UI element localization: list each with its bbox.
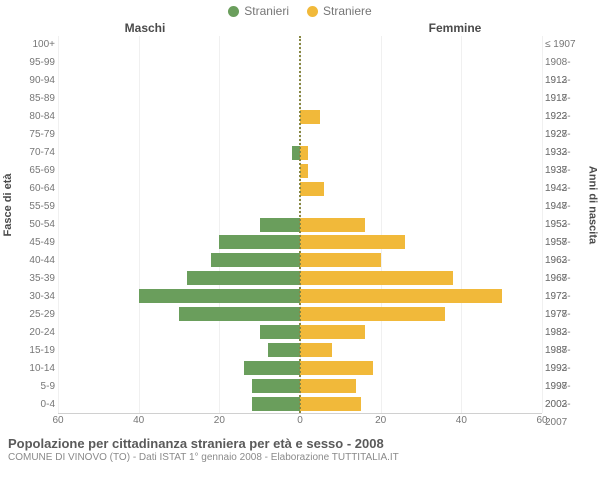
bar-male: [179, 307, 300, 321]
legend-swatch-male: [228, 6, 239, 17]
x-tick: 0: [297, 415, 303, 426]
y-tick-birth: 1918-1922: [542, 90, 594, 108]
bar-male: [268, 343, 300, 357]
y-tick-birth: 1933-1937: [542, 144, 594, 162]
bar-female: [300, 379, 356, 393]
bar-female: [300, 164, 308, 178]
y-tick-birth: 1993-1997: [542, 360, 594, 378]
y-tick-age: 100+: [6, 36, 58, 54]
y-tick-birth: 1978-1982: [542, 306, 594, 324]
y-tick-birth: 1983-1987: [542, 324, 594, 342]
bar-female: [300, 343, 332, 357]
bar-female: [300, 218, 365, 232]
bar-female: [300, 361, 373, 375]
y-tick-birth: ≤ 1907: [542, 36, 594, 54]
bar-male: [252, 379, 300, 393]
footer-subtitle: COMUNE DI VINOVO (TO) - Dati ISTAT 1° ge…: [8, 452, 592, 463]
x-tick: 60: [536, 415, 547, 426]
bar-female: [300, 253, 381, 267]
y-tick-birth: 2003-2007: [542, 396, 594, 414]
y-tick-age: 75-79: [6, 126, 58, 144]
x-tick: 20: [214, 415, 225, 426]
y-tick-age: 70-74: [6, 144, 58, 162]
y-tick-age: 0-4: [6, 396, 58, 414]
header-female: Femmine: [300, 21, 600, 35]
y-tick-age: 85-89: [6, 90, 58, 108]
center-divider: [299, 36, 301, 413]
legend-swatch-female: [307, 6, 318, 17]
y-tick-birth: 1973-1977: [542, 288, 594, 306]
x-axis: 60 40 20 0 20 40 60: [0, 414, 600, 430]
bars-female: [300, 36, 542, 413]
y-axis-title-left: Fasce di età: [2, 174, 14, 237]
legend-item-male: Stranieri: [228, 4, 289, 18]
y-tick-age: 5-9: [6, 378, 58, 396]
bar-male: [260, 325, 300, 339]
y-tick-age: 40-44: [6, 252, 58, 270]
bar-female: [300, 289, 502, 303]
y-tick-age: 80-84: [6, 108, 58, 126]
bar-female: [300, 182, 324, 196]
legend-label-female: Straniere: [323, 4, 372, 18]
chart-legend: Stranieri Straniere: [0, 0, 600, 18]
bar-female: [300, 146, 308, 160]
y-tick-age: 90-94: [6, 72, 58, 90]
y-tick-age: 10-14: [6, 360, 58, 378]
y-tick-age: 35-39: [6, 270, 58, 288]
bar-female: [300, 110, 320, 124]
bar-female: [300, 397, 361, 411]
header-male: Maschi: [0, 21, 300, 35]
y-tick-birth: 1968-1972: [542, 270, 594, 288]
bar-male: [187, 271, 300, 285]
bar-male: [260, 218, 300, 232]
x-tick: 40: [456, 415, 467, 426]
y-tick-birth: 1928-1932: [542, 126, 594, 144]
y-tick-birth: 1998-2002: [542, 378, 594, 396]
x-axis-ticks: 6040200204060: [58, 414, 542, 430]
bar-male: [244, 361, 300, 375]
y-tick-birth: 1908-1912: [542, 54, 594, 72]
bar-female: [300, 235, 405, 249]
legend-label-male: Stranieri: [244, 4, 289, 18]
y-axis-title-right: Anni di nascita: [586, 166, 598, 244]
y-tick-birth: 1988-1992: [542, 342, 594, 360]
x-tick: 60: [52, 415, 63, 426]
y-tick-age: 15-19: [6, 342, 58, 360]
y-tick-age: 25-29: [6, 306, 58, 324]
bars-male: [58, 36, 300, 413]
y-tick-birth: 1923-1927: [542, 108, 594, 126]
plot-region: [58, 36, 542, 414]
y-tick-age: 30-34: [6, 288, 58, 306]
x-tick: 20: [375, 415, 386, 426]
bar-female: [300, 325, 365, 339]
bar-male: [252, 397, 300, 411]
chart-area: 100+95-9990-9485-8980-8475-7970-7465-696…: [0, 36, 600, 414]
bar-female: [300, 271, 453, 285]
y-tick-birth: 1963-1967: [542, 252, 594, 270]
footer-title: Popolazione per cittadinanza straniera p…: [8, 436, 592, 451]
y-tick-birth: 1913-1917: [542, 72, 594, 90]
chart-footer: Popolazione per cittadinanza straniera p…: [0, 430, 600, 463]
bar-male: [211, 253, 300, 267]
bar-male: [219, 235, 300, 249]
x-tick: 40: [133, 415, 144, 426]
legend-item-female: Straniere: [307, 4, 372, 18]
bar-male: [139, 289, 300, 303]
column-headers: Maschi Femmine: [0, 18, 600, 36]
bar-female: [300, 307, 445, 321]
y-tick-age: 20-24: [6, 324, 58, 342]
y-tick-age: 95-99: [6, 54, 58, 72]
y-tick-age: 45-49: [6, 234, 58, 252]
